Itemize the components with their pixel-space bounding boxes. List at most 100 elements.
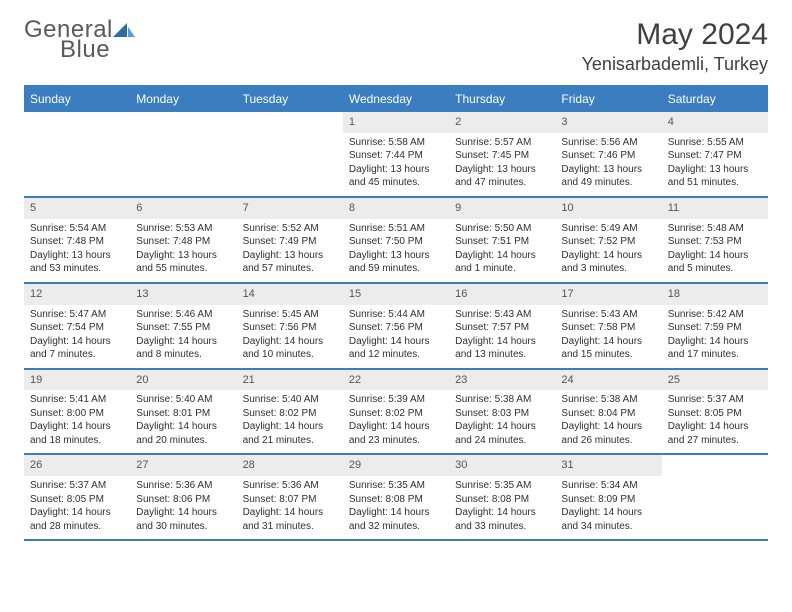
sunset-text: Sunset: 7:54 PM: [30, 321, 124, 335]
sunset-text: Sunset: 7:56 PM: [349, 321, 443, 335]
sunset-text: Sunset: 7:57 PM: [455, 321, 549, 335]
daylight-line2: and 1 minute.: [455, 262, 549, 276]
daylight-line2: and 10 minutes.: [243, 348, 337, 362]
day-number: 9: [449, 198, 555, 219]
daylight-line1: Daylight: 13 hours: [136, 249, 230, 263]
sunrise-text: Sunrise: 5:46 AM: [136, 308, 230, 322]
day-number: 30: [449, 455, 555, 476]
sunrise-text: Sunrise: 5:38 AM: [455, 393, 549, 407]
sunset-text: Sunset: 7:53 PM: [668, 235, 762, 249]
sunset-text: Sunset: 8:09 PM: [561, 493, 655, 507]
sunset-text: Sunset: 7:44 PM: [349, 149, 443, 163]
daylight-line2: and 12 minutes.: [349, 348, 443, 362]
sunset-text: Sunset: 7:52 PM: [561, 235, 655, 249]
sunset-text: Sunset: 8:02 PM: [349, 407, 443, 421]
sunset-text: Sunset: 8:07 PM: [243, 493, 337, 507]
sunrise-text: Sunrise: 5:54 AM: [30, 222, 124, 236]
sunrise-text: Sunrise: 5:37 AM: [30, 479, 124, 493]
sunrise-text: Sunrise: 5:35 AM: [349, 479, 443, 493]
day-details: Sunrise: 5:39 AMSunset: 8:02 PMDaylight:…: [343, 393, 449, 447]
sunrise-text: Sunrise: 5:40 AM: [136, 393, 230, 407]
sunset-text: Sunset: 8:00 PM: [30, 407, 124, 421]
daylight-line1: Daylight: 14 hours: [243, 506, 337, 520]
day-cell: 11Sunrise: 5:48 AMSunset: 7:53 PMDayligh…: [662, 198, 768, 282]
daylight-line1: Daylight: 14 hours: [30, 420, 124, 434]
day-number: 16: [449, 284, 555, 305]
daylight-line2: and 33 minutes.: [455, 520, 549, 534]
daylight-line1: Daylight: 14 hours: [561, 249, 655, 263]
sunset-text: Sunset: 8:05 PM: [30, 493, 124, 507]
day-details: Sunrise: 5:55 AMSunset: 7:47 PMDaylight:…: [662, 136, 768, 190]
day-number: 12: [24, 284, 130, 305]
day-number: 8: [343, 198, 449, 219]
daylight-line1: Daylight: 14 hours: [561, 335, 655, 349]
sunrise-text: Sunrise: 5:41 AM: [30, 393, 124, 407]
day-header: Saturday: [662, 87, 768, 112]
sunrise-text: Sunrise: 5:52 AM: [243, 222, 337, 236]
sunset-text: Sunset: 7:51 PM: [455, 235, 549, 249]
day-cell: 2Sunrise: 5:57 AMSunset: 7:45 PMDaylight…: [449, 112, 555, 196]
day-cell: 16Sunrise: 5:43 AMSunset: 7:57 PMDayligh…: [449, 284, 555, 368]
day-details: Sunrise: 5:40 AMSunset: 8:02 PMDaylight:…: [237, 393, 343, 447]
daylight-line1: Daylight: 14 hours: [136, 506, 230, 520]
daylight-line2: and 24 minutes.: [455, 434, 549, 448]
daylight-line2: and 8 minutes.: [136, 348, 230, 362]
day-cell: 14Sunrise: 5:45 AMSunset: 7:56 PMDayligh…: [237, 284, 343, 368]
daylight-line2: and 51 minutes.: [668, 176, 762, 190]
sunset-text: Sunset: 8:08 PM: [349, 493, 443, 507]
day-cell: [130, 112, 236, 196]
day-number: 17: [555, 284, 661, 305]
sunrise-text: Sunrise: 5:43 AM: [561, 308, 655, 322]
day-cell: 29Sunrise: 5:35 AMSunset: 8:08 PMDayligh…: [343, 455, 449, 539]
day-details: Sunrise: 5:47 AMSunset: 7:54 PMDaylight:…: [24, 308, 130, 362]
sunrise-text: Sunrise: 5:47 AM: [30, 308, 124, 322]
day-cell: 21Sunrise: 5:40 AMSunset: 8:02 PMDayligh…: [237, 370, 343, 454]
sunrise-text: Sunrise: 5:39 AM: [349, 393, 443, 407]
day-cell: 30Sunrise: 5:35 AMSunset: 8:08 PMDayligh…: [449, 455, 555, 539]
day-number: 14: [237, 284, 343, 305]
daylight-line2: and 34 minutes.: [561, 520, 655, 534]
week-row: 26Sunrise: 5:37 AMSunset: 8:05 PMDayligh…: [24, 455, 768, 541]
sunrise-text: Sunrise: 5:49 AM: [561, 222, 655, 236]
daylight-line2: and 55 minutes.: [136, 262, 230, 276]
daylight-line2: and 5 minutes.: [668, 262, 762, 276]
sunrise-text: Sunrise: 5:55 AM: [668, 136, 762, 150]
day-number: 27: [130, 455, 236, 476]
week-row: 19Sunrise: 5:41 AMSunset: 8:00 PMDayligh…: [24, 370, 768, 456]
day-cell: 23Sunrise: 5:38 AMSunset: 8:03 PMDayligh…: [449, 370, 555, 454]
day-details: Sunrise: 5:40 AMSunset: 8:01 PMDaylight:…: [130, 393, 236, 447]
sunset-text: Sunset: 7:59 PM: [668, 321, 762, 335]
day-number: [662, 455, 768, 461]
daylight-line1: Daylight: 13 hours: [243, 249, 337, 263]
day-number: 3: [555, 112, 661, 133]
daylight-line2: and 31 minutes.: [243, 520, 337, 534]
day-details: Sunrise: 5:35 AMSunset: 8:08 PMDaylight:…: [343, 479, 449, 533]
daylight-line1: Daylight: 13 hours: [349, 163, 443, 177]
day-cell: 1Sunrise: 5:58 AMSunset: 7:44 PMDaylight…: [343, 112, 449, 196]
sunset-text: Sunset: 7:55 PM: [136, 321, 230, 335]
day-details: Sunrise: 5:41 AMSunset: 8:00 PMDaylight:…: [24, 393, 130, 447]
day-number: [237, 112, 343, 118]
day-details: Sunrise: 5:43 AMSunset: 7:58 PMDaylight:…: [555, 308, 661, 362]
sunrise-text: Sunrise: 5:37 AM: [668, 393, 762, 407]
day-cell: 19Sunrise: 5:41 AMSunset: 8:00 PMDayligh…: [24, 370, 130, 454]
day-details: Sunrise: 5:34 AMSunset: 8:09 PMDaylight:…: [555, 479, 661, 533]
day-cell: 8Sunrise: 5:51 AMSunset: 7:50 PMDaylight…: [343, 198, 449, 282]
day-cell: 24Sunrise: 5:38 AMSunset: 8:04 PMDayligh…: [555, 370, 661, 454]
day-details: Sunrise: 5:48 AMSunset: 7:53 PMDaylight:…: [662, 222, 768, 276]
day-cell: 3Sunrise: 5:56 AMSunset: 7:46 PMDaylight…: [555, 112, 661, 196]
day-number: 6: [130, 198, 236, 219]
day-details: Sunrise: 5:46 AMSunset: 7:55 PMDaylight:…: [130, 308, 236, 362]
day-number: [130, 112, 236, 118]
weeks-container: 1Sunrise: 5:58 AMSunset: 7:44 PMDaylight…: [24, 112, 768, 541]
daylight-line1: Daylight: 14 hours: [668, 249, 762, 263]
logo-text-blue: Blue: [60, 36, 110, 63]
day-details: Sunrise: 5:44 AMSunset: 7:56 PMDaylight:…: [343, 308, 449, 362]
sunset-text: Sunset: 7:56 PM: [243, 321, 337, 335]
sunrise-text: Sunrise: 5:36 AM: [243, 479, 337, 493]
day-number: 24: [555, 370, 661, 391]
day-number: 19: [24, 370, 130, 391]
sunrise-text: Sunrise: 5:45 AM: [243, 308, 337, 322]
day-cell: 12 Sunrise: 5:47 AMSunset: 7:54 PMDayligh…: [24, 284, 130, 368]
day-cell: 10Sunrise: 5:49 AMSunset: 7:52 PMDayligh…: [555, 198, 661, 282]
